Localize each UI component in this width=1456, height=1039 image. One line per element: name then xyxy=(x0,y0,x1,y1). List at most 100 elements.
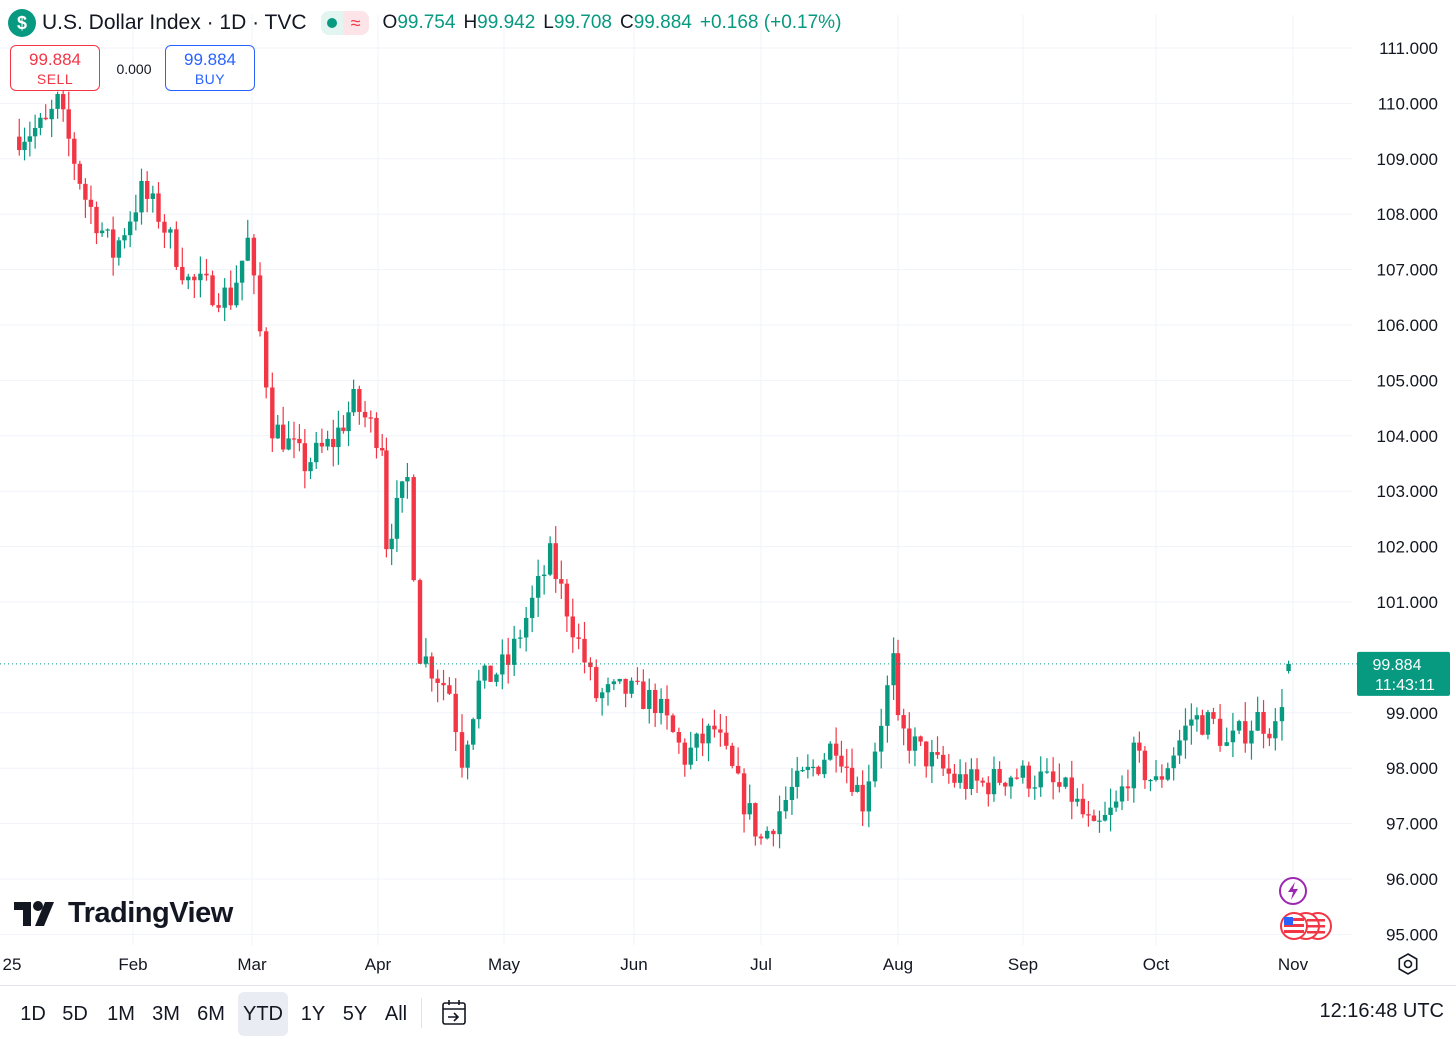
candle-down xyxy=(331,438,336,448)
us-flag-icon[interactable] xyxy=(1276,910,1336,942)
range-1m[interactable]: 1M xyxy=(107,1002,135,1025)
range-all[interactable]: All xyxy=(384,1002,408,1025)
candle-up xyxy=(529,597,535,618)
candle-down xyxy=(635,680,640,682)
symbol-header: $ U.S. Dollar Index · 1D · TVC ≈ O99.754… xyxy=(8,8,841,38)
candle-down xyxy=(1080,798,1086,815)
candle-up xyxy=(688,747,693,765)
candle-down xyxy=(429,656,434,679)
candle-down xyxy=(576,637,581,639)
candle-down xyxy=(1050,771,1056,783)
tradingview-logo[interactable]: TradingView xyxy=(14,896,233,930)
candle-up xyxy=(535,576,541,598)
candle-up xyxy=(127,221,133,236)
range-6m[interactable]: 6M xyxy=(197,1002,225,1025)
candle-down xyxy=(1159,776,1165,780)
candle-up xyxy=(1236,721,1242,731)
candle-down xyxy=(844,766,849,768)
candle-up xyxy=(800,770,805,772)
candle-down xyxy=(204,273,209,276)
price-chart[interactable]: 111.000 110.000 109.000 108.000 107.000 106.0… xyxy=(0,0,1456,985)
sell-button[interactable]: 99.884 SELL xyxy=(10,45,100,91)
range-5y[interactable]: 5Y xyxy=(342,1002,368,1025)
ohlc-open: O99.754 xyxy=(382,12,456,33)
range-3m[interactable]: 3M xyxy=(152,1002,180,1025)
dollar-icon: $ xyxy=(8,9,36,37)
candle-down xyxy=(447,685,452,694)
candle-up xyxy=(866,781,872,812)
candle-up xyxy=(1189,719,1194,726)
candle-up xyxy=(1097,820,1102,822)
calendar-range-icon[interactable] xyxy=(440,998,468,1028)
candle-down xyxy=(1003,782,1008,787)
candle-up xyxy=(828,743,833,760)
tradingview-logo-icon xyxy=(14,901,54,926)
price-tick-label: 96.000 xyxy=(1386,870,1438,889)
settings-icon[interactable] xyxy=(1397,953,1419,975)
range-5d[interactable]: 5D xyxy=(62,1002,88,1025)
candle-down xyxy=(1142,750,1148,781)
candle-down xyxy=(251,237,257,276)
candle-down xyxy=(1211,712,1216,719)
candle-down xyxy=(986,782,991,795)
candle-down xyxy=(1137,742,1142,751)
candle-up xyxy=(1255,712,1260,731)
candle-up xyxy=(547,543,553,575)
time-tick-label: Nov xyxy=(1278,955,1309,974)
last-price-box xyxy=(1357,651,1450,696)
candle-up xyxy=(465,744,470,768)
symbol-title[interactable]: U.S. Dollar Index · 1D · TVC xyxy=(42,11,307,34)
candle-up xyxy=(389,538,394,550)
utc-clock[interactable]: 12:16:48 UTC xyxy=(1319,1000,1444,1022)
candle-up xyxy=(168,229,173,233)
candle-down xyxy=(1261,712,1266,734)
time-tick-label: Sep xyxy=(1008,955,1038,974)
candle-up xyxy=(1153,776,1159,780)
candle-up xyxy=(1177,740,1182,756)
candle-down xyxy=(700,733,705,744)
price-tick-label: 109.000 xyxy=(1377,150,1438,169)
candle-up xyxy=(38,117,43,128)
candle-down xyxy=(946,768,952,774)
price-change: +0.168 (+0.17%) xyxy=(699,12,842,33)
candle-up xyxy=(239,260,245,283)
candle-up xyxy=(399,481,405,498)
range-1d[interactable]: 1D xyxy=(20,1002,46,1025)
candle-down xyxy=(43,117,48,120)
candlestick-series xyxy=(17,80,1291,849)
candle-down xyxy=(735,765,741,774)
candle-down xyxy=(997,768,1002,783)
candle-up xyxy=(805,766,811,771)
candle-down xyxy=(144,180,150,199)
candle-down xyxy=(730,745,735,766)
candle-down xyxy=(664,698,670,716)
candle-up xyxy=(523,617,529,638)
range-1y[interactable]: 1Y xyxy=(300,1002,326,1025)
range-ytd[interactable]: YTD xyxy=(238,992,288,1036)
candle-down xyxy=(641,681,646,709)
price-tick-label: 105.000 xyxy=(1377,371,1438,390)
candle-down xyxy=(833,743,839,756)
lightning-icon[interactable] xyxy=(1278,876,1308,906)
candle-up xyxy=(1171,755,1176,769)
buy-button[interactable]: 99.884 BUY xyxy=(165,45,255,91)
candle-up xyxy=(186,276,191,281)
candle-up xyxy=(234,282,239,306)
time-tick-label: Jun xyxy=(620,955,647,974)
price-axis: 111.000 110.000 109.000 108.000 107.000 106.0… xyxy=(1377,39,1438,944)
sell-label: SELL xyxy=(36,71,74,87)
candle-up xyxy=(1008,777,1014,787)
candle-up xyxy=(1020,765,1026,778)
ohlc-close: C99.884 xyxy=(620,12,692,33)
candle-up xyxy=(517,637,523,639)
bottom-toolbar: 1D 5D 1M 3M 6M YTD 1Y 5Y All 12:16:48 UTC xyxy=(0,985,1456,1039)
candle-up xyxy=(764,830,770,839)
market-status-pill[interactable]: ≈ xyxy=(320,11,369,35)
candle-down xyxy=(860,784,865,812)
sell-price: 99.884 xyxy=(29,50,81,69)
candle-up xyxy=(1032,787,1037,789)
candle-up xyxy=(810,766,816,769)
candle-up xyxy=(658,698,664,714)
candle-down xyxy=(918,736,923,742)
candle-up xyxy=(500,654,505,675)
